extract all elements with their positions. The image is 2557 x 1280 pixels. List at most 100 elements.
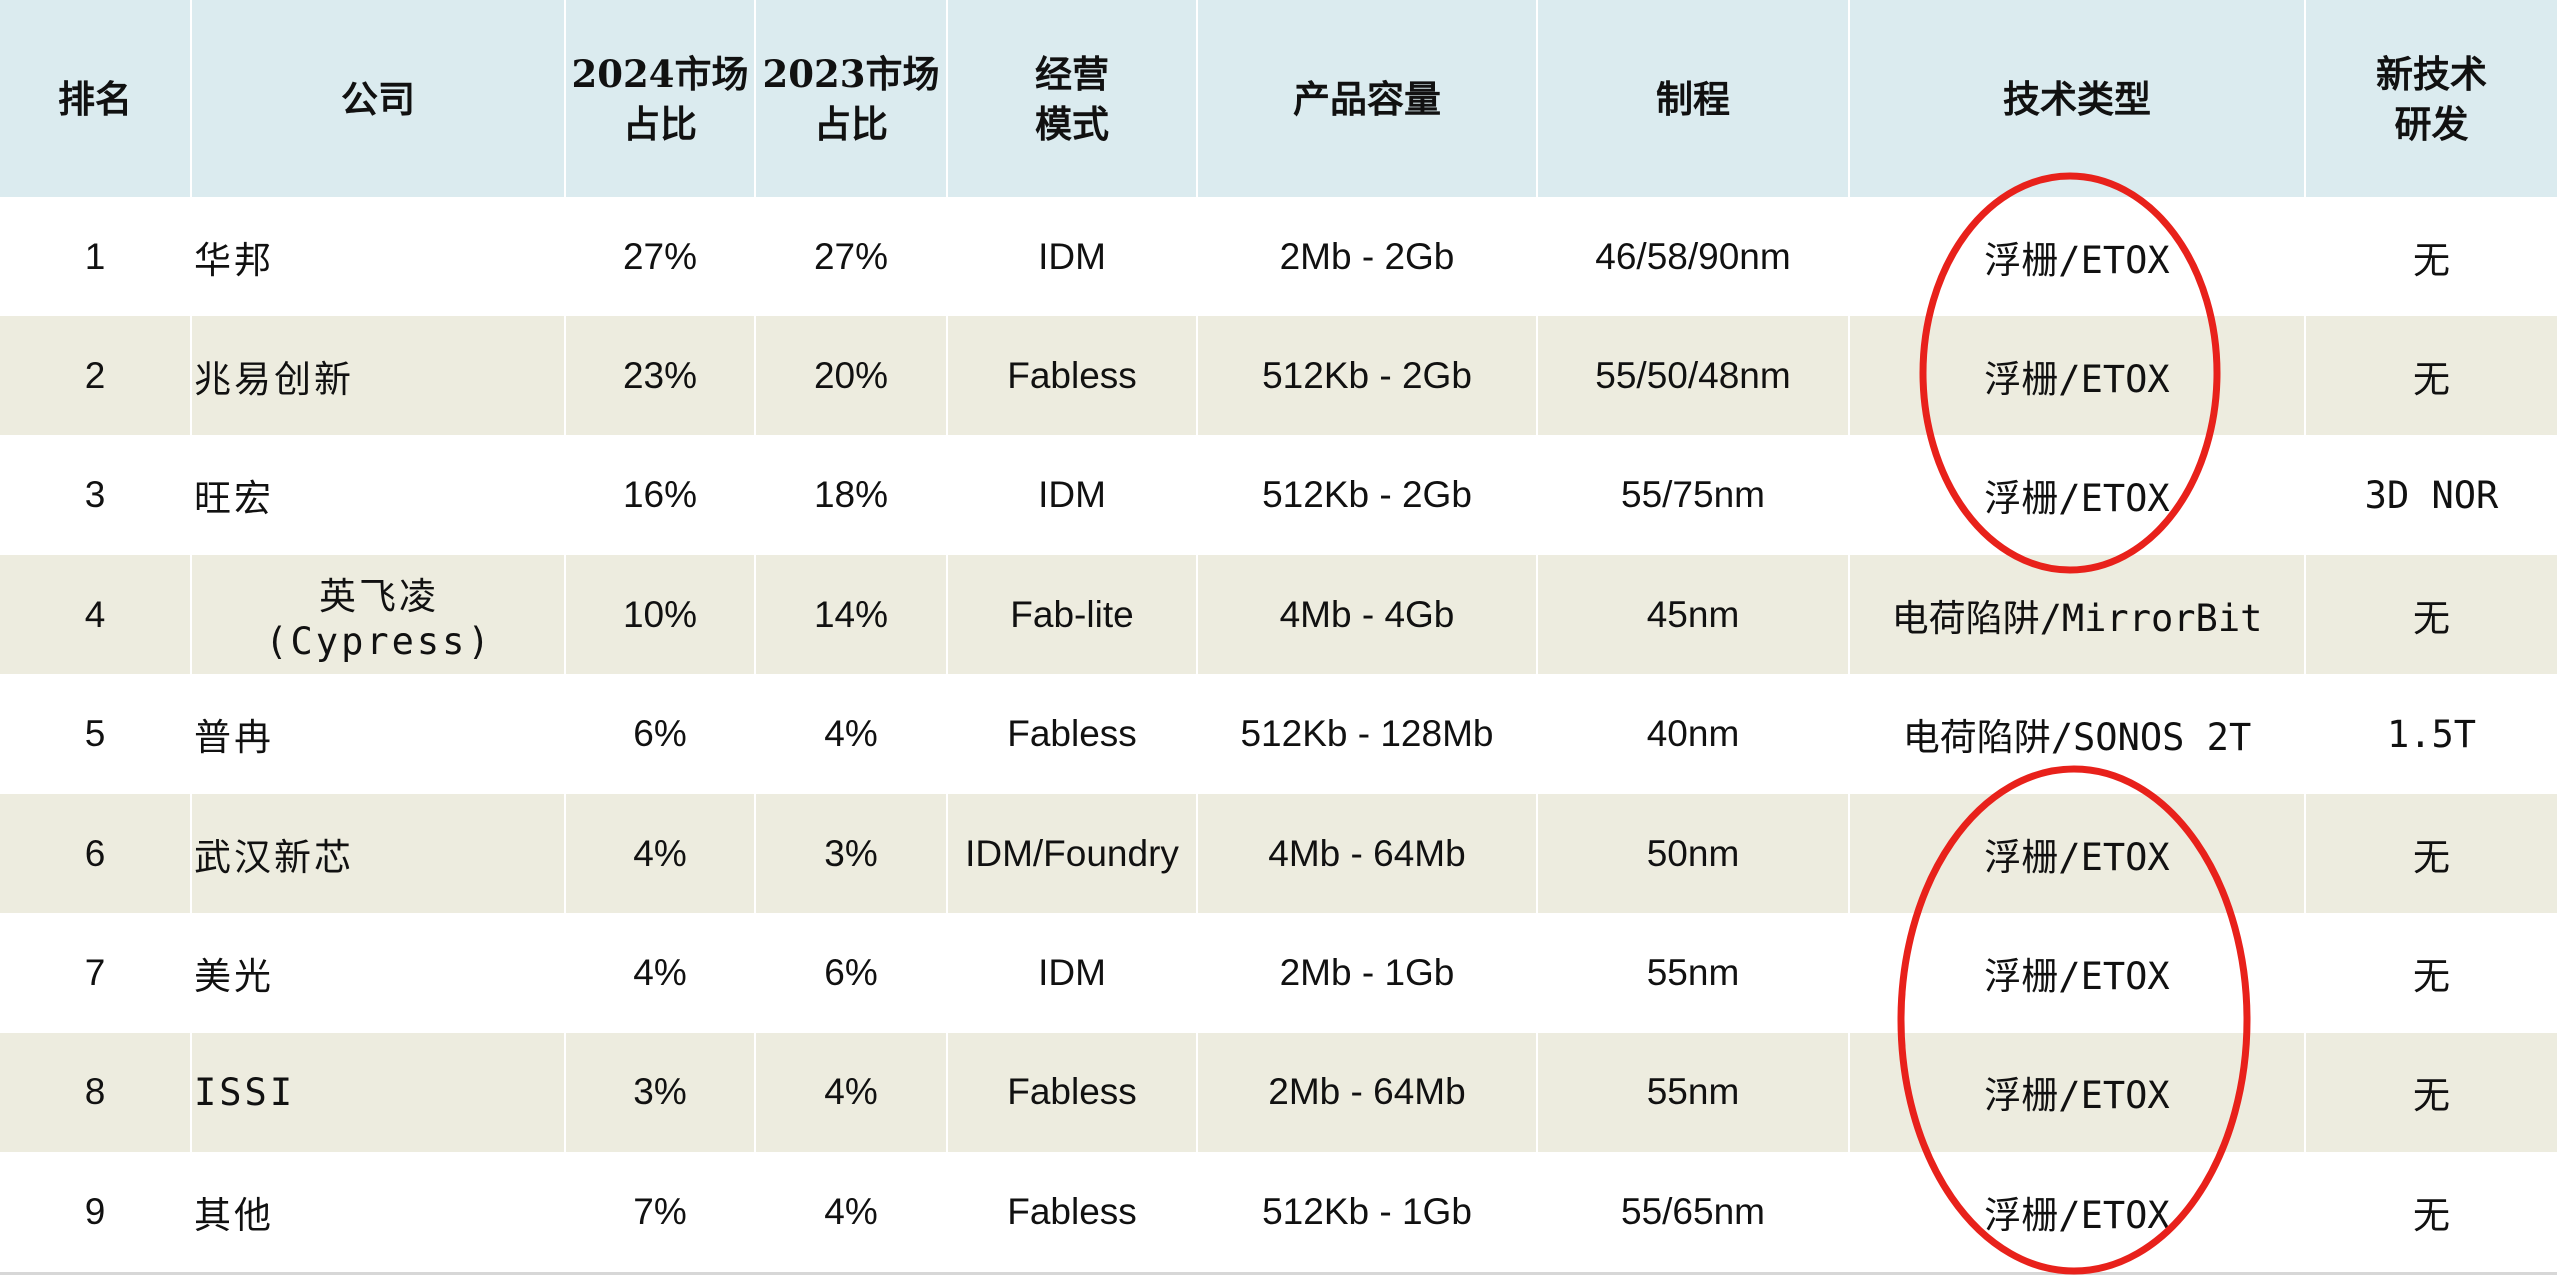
business-model-cell: Fabless xyxy=(1007,354,1137,396)
share-2024-cell: 4% xyxy=(633,951,687,993)
table-row: 2 兆易创新 23% 20% Fabless 512Kb - 2Gb 55/50/48nm 浮… xyxy=(0,316,2557,436)
new-tech-cell: 无 xyxy=(2413,954,2450,998)
process-cell: 46/58/90nm xyxy=(1595,235,1791,277)
header-new-tech: 新技术 研发 xyxy=(2376,51,2487,146)
share-2024-cell: 16% xyxy=(622,474,698,516)
share-2024-cell: 3% xyxy=(633,1071,687,1113)
header-capacity: 产品容量 xyxy=(1293,76,1441,121)
header-tech-type: 技术类型 xyxy=(2003,76,2151,121)
header-rank: 排名 xyxy=(58,76,132,121)
business-model-cell: IDM xyxy=(1038,235,1106,277)
share-2023-cell: 4% xyxy=(824,713,878,755)
rank-cell: 4 xyxy=(84,593,106,635)
process-cell: 40nm xyxy=(1646,713,1740,755)
company-cell: 美光 xyxy=(194,954,274,998)
company-cell: 兆易创新 xyxy=(194,357,354,401)
capacity-cell: 512Kb - 1Gb xyxy=(1262,1190,1472,1232)
share-2024-cell: 4% xyxy=(633,832,687,874)
tech-type-cell: 浮栅/ETOX xyxy=(1984,835,2170,879)
process-cell: 55/50/48nm xyxy=(1595,354,1791,396)
rank-cell: 1 xyxy=(84,235,106,277)
business-model-cell: Fabless xyxy=(1007,1071,1137,1113)
company-cell: 普冉 xyxy=(194,716,274,760)
company-cell: 其他 xyxy=(194,1193,274,1237)
tech-type-cell: 浮栅/ETOX xyxy=(1984,238,2170,282)
share-2023-cell: 6% xyxy=(824,951,878,993)
share-2023-cell: 20% xyxy=(813,354,889,396)
table-row: 5 普冉 6% 4% Fabless 512Kb - 128Mb 40nm 电荷陷阱/SONO… xyxy=(0,674,2557,794)
business-model-cell: IDM xyxy=(1038,474,1106,516)
company-cell: 武汉新芯 xyxy=(194,835,354,879)
share-2024-cell: 10% xyxy=(622,593,698,635)
process-cell: 45nm xyxy=(1646,593,1740,635)
business-model-cell: Fabless xyxy=(1007,1190,1137,1232)
company-cell: 华邦 xyxy=(194,238,274,282)
rank-cell: 9 xyxy=(84,1190,106,1232)
business-model-cell: Fab-lite xyxy=(1010,593,1134,635)
new-tech-cell: 无 xyxy=(2413,357,2450,401)
new-tech-cell: 无 xyxy=(2413,835,2450,879)
new-tech-cell: 3D NOR xyxy=(2364,473,2499,517)
share-2024-cell: 7% xyxy=(633,1190,687,1232)
share-2023-cell: 4% xyxy=(824,1071,878,1113)
table-row: 6 武汉新芯 4% 3% IDM/Foundry 4Mb - 64Mb 50nm 浮栅/ETO… xyxy=(0,794,2557,913)
header-share-2024: 2024市场 占比 xyxy=(571,51,749,146)
table-header-row: 排名 公司 2024市场 占比 2023市场 占比 经营 模式 产品容量 制程 … xyxy=(0,0,2557,197)
capacity-cell: 2Mb - 1Gb xyxy=(1279,951,1455,993)
rank-cell: 7 xyxy=(84,951,106,993)
tech-type-cell: 浮栅/ETOX xyxy=(1984,1193,2170,1237)
table-row: 1 华邦 27% 27% IDM 2Mb - 2Gb 46/58/90nm 浮栅/ETOX 无 xyxy=(0,197,2557,316)
rank-cell: 5 xyxy=(84,713,106,755)
business-model-cell: IDM xyxy=(1038,951,1106,993)
process-cell: 55nm xyxy=(1646,951,1740,993)
tech-type-cell: 电荷陷阱/MirrorBit xyxy=(1891,596,2263,640)
header-company: 公司 xyxy=(341,76,415,121)
tech-type-cell: 浮栅/ETOX xyxy=(1984,357,2170,401)
tech-type-cell: 浮栅/ETOX xyxy=(1984,477,2170,521)
company-cell: 英飞凌 (Cypress) xyxy=(265,575,493,664)
new-tech-cell: 无 xyxy=(2413,1074,2450,1118)
new-tech-cell: 1.5T xyxy=(2386,712,2477,756)
company-cell: ISSI xyxy=(194,1070,296,1114)
share-2023-cell: 27% xyxy=(813,235,889,277)
new-tech-cell: 无 xyxy=(2413,1193,2450,1237)
process-cell: 50nm xyxy=(1646,832,1740,874)
capacity-cell: 4Mb - 64Mb xyxy=(1268,832,1466,874)
header-process: 制程 xyxy=(1656,76,1730,121)
process-cell: 55nm xyxy=(1646,1071,1740,1113)
company-cell: 旺宏 xyxy=(194,477,274,521)
share-2023-cell: 3% xyxy=(824,832,878,874)
tech-type-cell: 浮栅/ETOX xyxy=(1984,954,2170,998)
share-2024-cell: 27% xyxy=(622,235,698,277)
capacity-cell: 4Mb - 4Gb xyxy=(1279,593,1455,635)
tech-type-cell: 电荷陷阱/SONOS 2T xyxy=(1902,716,2252,760)
table-row: 3 旺宏 16% 18% IDM 512Kb - 2Gb 55/75nm 浮栅/ETOX 3D … xyxy=(0,435,2557,555)
capacity-cell: 512Kb - 2Gb xyxy=(1262,354,1472,396)
header-business-model: 经营 模式 xyxy=(1035,51,1109,146)
business-model-cell: Fabless xyxy=(1007,713,1137,755)
new-tech-cell: 无 xyxy=(2413,596,2450,640)
table-row: 9 其他 7% 4% Fabless 512Kb - 1Gb 55/65nm 浮栅/ETOX 无 xyxy=(0,1152,2557,1272)
share-2023-cell: 4% xyxy=(824,1190,878,1232)
new-tech-cell: 无 xyxy=(2413,238,2450,282)
capacity-cell: 512Kb - 128Mb xyxy=(1240,713,1494,755)
table-row: 8 ISSI 3% 4% Fabless 2Mb - 64Mb 55nm 浮栅/ETOX 无 xyxy=(0,1032,2557,1152)
business-model-cell: IDM/Foundry xyxy=(965,832,1179,874)
share-2024-cell: 23% xyxy=(622,354,698,396)
capacity-cell: 512Kb - 2Gb xyxy=(1262,474,1472,516)
tech-type-cell: 浮栅/ETOX xyxy=(1984,1074,2170,1118)
capacity-cell: 2Mb - 64Mb xyxy=(1268,1071,1466,1113)
share-2024-cell: 6% xyxy=(633,713,687,755)
table-row: 7 美光 4% 6% IDM 2Mb - 1Gb 55nm 浮栅/ETOX 无 xyxy=(0,913,2557,1033)
rank-cell: 3 xyxy=(84,474,106,516)
rank-cell: 2 xyxy=(84,354,106,396)
share-2023-cell: 14% xyxy=(813,593,889,635)
process-cell: 55/65nm xyxy=(1621,1190,1765,1232)
share-2023-cell: 18% xyxy=(813,474,889,516)
table-bottom-border xyxy=(0,1272,2557,1275)
rank-cell: 8 xyxy=(84,1071,106,1113)
process-cell: 55/75nm xyxy=(1621,474,1765,516)
capacity-cell: 2Mb - 2Gb xyxy=(1279,235,1455,277)
header-share-2023: 2023市场 占比 xyxy=(762,51,940,146)
table-row: 4 英飞凌 (Cypress) 10% 14% Fab-lite 4Mb - 4Gb 45n… xyxy=(0,555,2557,675)
